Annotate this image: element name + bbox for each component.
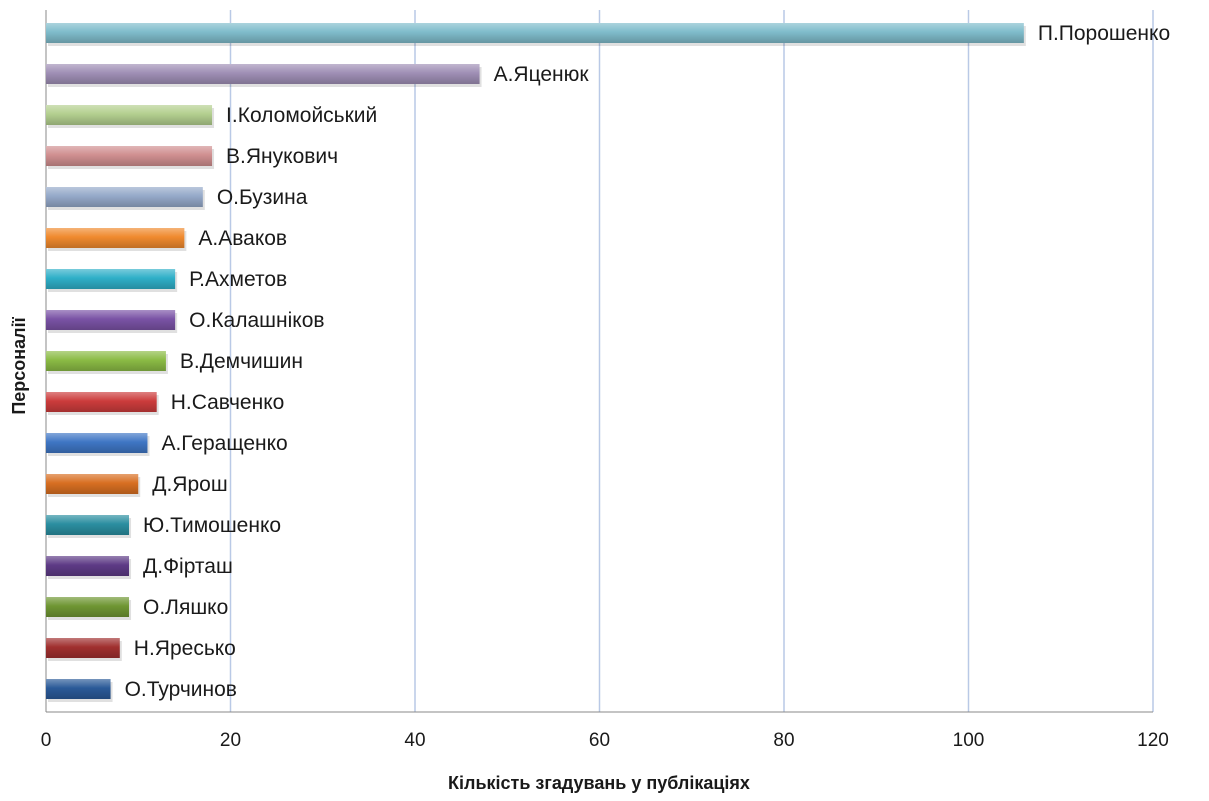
bar-data-label: О.Турчинов xyxy=(125,678,237,701)
bars xyxy=(46,23,1026,702)
bar-data-label: Д.Ярош xyxy=(152,473,227,496)
bar-data-label: О.Калашніков xyxy=(189,309,324,332)
bar-data-label: Ю.Тимошенко xyxy=(143,514,281,537)
bar xyxy=(46,187,203,207)
bar xyxy=(46,638,120,658)
x-tick-label: 80 xyxy=(773,730,794,751)
x-tick-label: 100 xyxy=(953,730,985,751)
x-tick-labels: 0 20 40 60 80 100 120 xyxy=(41,730,1169,751)
bar xyxy=(46,556,130,576)
bar xyxy=(46,228,185,248)
bar-data-label: Р.Ахметов xyxy=(189,268,287,291)
x-axis-title: Кількість згадувань у публікаціях xyxy=(448,773,750,793)
bar-data-label: О.Бузина xyxy=(217,186,308,209)
bar xyxy=(46,679,111,699)
bar-data-label: П.Порошенко xyxy=(1038,22,1170,45)
bar-data-label: Д.Фірташ xyxy=(143,555,233,578)
bar-data-label: А.Геращенко xyxy=(161,432,287,455)
bar-data-label: А.Яценюк xyxy=(494,63,590,86)
x-tick-label: 40 xyxy=(404,730,425,751)
bar xyxy=(46,474,139,494)
bar-data-label: А.Аваков xyxy=(198,227,287,250)
y-axis-title: Персоналії xyxy=(9,316,29,414)
bar xyxy=(46,269,176,289)
x-tick-label: 120 xyxy=(1137,730,1169,751)
bar-data-label: В.Демчишин xyxy=(180,350,303,373)
bar xyxy=(46,392,157,412)
bar xyxy=(46,433,148,453)
bar xyxy=(46,146,213,166)
x-tick-label: 20 xyxy=(220,730,241,751)
gridlines xyxy=(229,10,1154,712)
x-tick-label: 60 xyxy=(589,730,610,751)
bar xyxy=(46,351,166,371)
x-tick-label: 0 xyxy=(41,730,52,751)
bar-data-label: В.Янукович xyxy=(226,145,338,168)
bar xyxy=(46,310,176,330)
bar xyxy=(46,597,130,617)
bar-data-label: О.Ляшко xyxy=(143,596,228,619)
bar xyxy=(46,23,1024,43)
bar xyxy=(46,64,480,84)
bar xyxy=(46,105,213,125)
bar-labels: П.Порошенко А.Яценюк І.Коломойський В.Януко… xyxy=(125,22,1171,701)
bar-data-label: Н.Савченко xyxy=(171,391,285,414)
bar xyxy=(46,515,130,535)
bar-data-label: І.Коломойський xyxy=(226,104,377,127)
bar-data-label: Н.Яресько xyxy=(134,637,236,660)
